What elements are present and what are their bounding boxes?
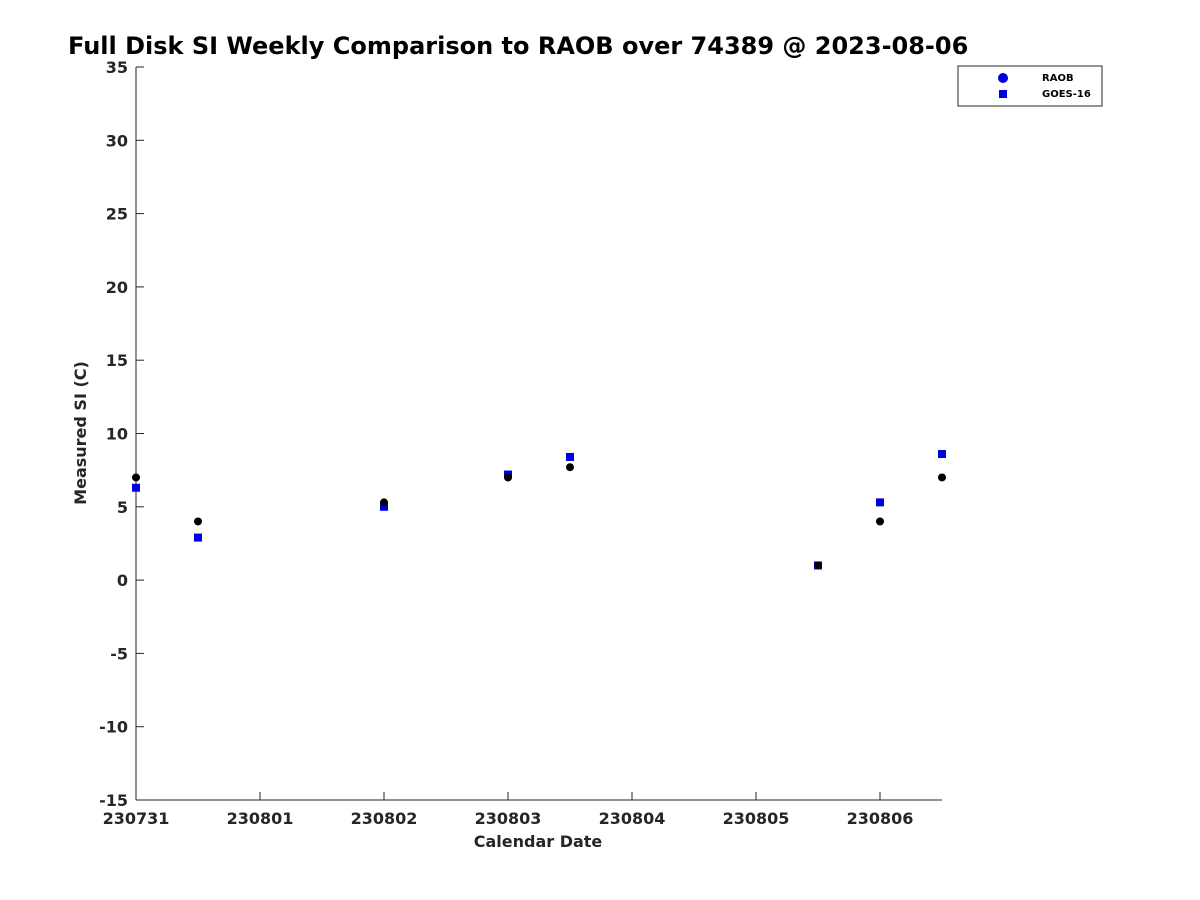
y-tick-label: -15 [99, 791, 128, 810]
y-tick-label: 30 [106, 131, 128, 150]
raob-point [504, 473, 512, 482]
legend: RAOB GOES-16 [957, 65, 1103, 107]
x-axis-label: Calendar Date [474, 832, 603, 851]
raob-point [380, 498, 388, 507]
raob-point [814, 561, 822, 570]
raob-point [194, 517, 202, 526]
legend-raob-marker [998, 73, 1008, 83]
raob-point [566, 463, 574, 472]
y-tick-label: 5 [117, 498, 128, 517]
y-tick-label: -10 [99, 718, 128, 737]
y-tick-label: 35 [106, 58, 128, 77]
goes16-point [194, 533, 202, 542]
chart-title: Full Disk SI Weekly Comparison to RAOB o… [68, 32, 968, 60]
goes16-point [876, 498, 884, 507]
x-tick-label: 230731 [103, 809, 170, 828]
x-tick-label: 230806 [847, 809, 914, 828]
legend-raob-label: RAOB [1042, 73, 1074, 84]
y-tick-label: 0 [117, 571, 128, 590]
x-tick-label: 230803 [475, 809, 542, 828]
goes16-point [938, 450, 946, 459]
y-tick-label: 10 [106, 425, 128, 444]
raob-point [132, 473, 140, 482]
x-tick-label: 230804 [599, 809, 666, 828]
y-axis-label: Measured SI (C) [71, 361, 90, 505]
goes16-point [132, 483, 140, 492]
x-tick-label: 230802 [351, 809, 418, 828]
raob-point [938, 473, 946, 482]
legend-goes16-marker [999, 90, 1007, 98]
legend-box [957, 65, 1103, 107]
x-tick-label: 230801 [227, 809, 294, 828]
x-tick-label: 230805 [723, 809, 790, 828]
goes16-point [566, 452, 574, 461]
legend-goes16-label: GOES-16 [1042, 89, 1091, 100]
raob-point [876, 517, 884, 526]
y-tick-label: 25 [106, 205, 128, 224]
y-tick-label: 20 [106, 278, 128, 297]
y-tick-label: -5 [110, 644, 128, 663]
goes16-point [380, 502, 388, 511]
y-tick-label: 15 [106, 351, 128, 370]
